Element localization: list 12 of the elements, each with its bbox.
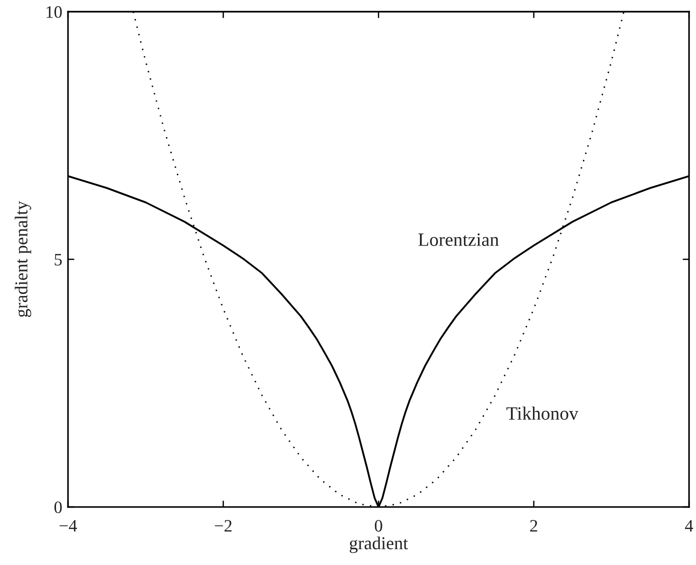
y-axis-title: gradient penalty — [14, 201, 32, 317]
x-tick-label: 0 — [374, 520, 382, 532]
y-tick-label: 10 — [46, 6, 62, 18]
x-axis-title: gradient — [350, 536, 408, 554]
y-tick-label: 5 — [54, 254, 62, 266]
x-tick-label: −2 — [214, 520, 232, 532]
series-label: Lorentzian — [418, 233, 499, 246]
x-tick-label: 4 — [685, 520, 694, 532]
x-tick-label: 2 — [530, 520, 538, 532]
x-tick-label: −4 — [60, 520, 77, 532]
y-tick-label: 0 — [54, 501, 62, 514]
series-label: Tikhonov — [506, 406, 578, 420]
